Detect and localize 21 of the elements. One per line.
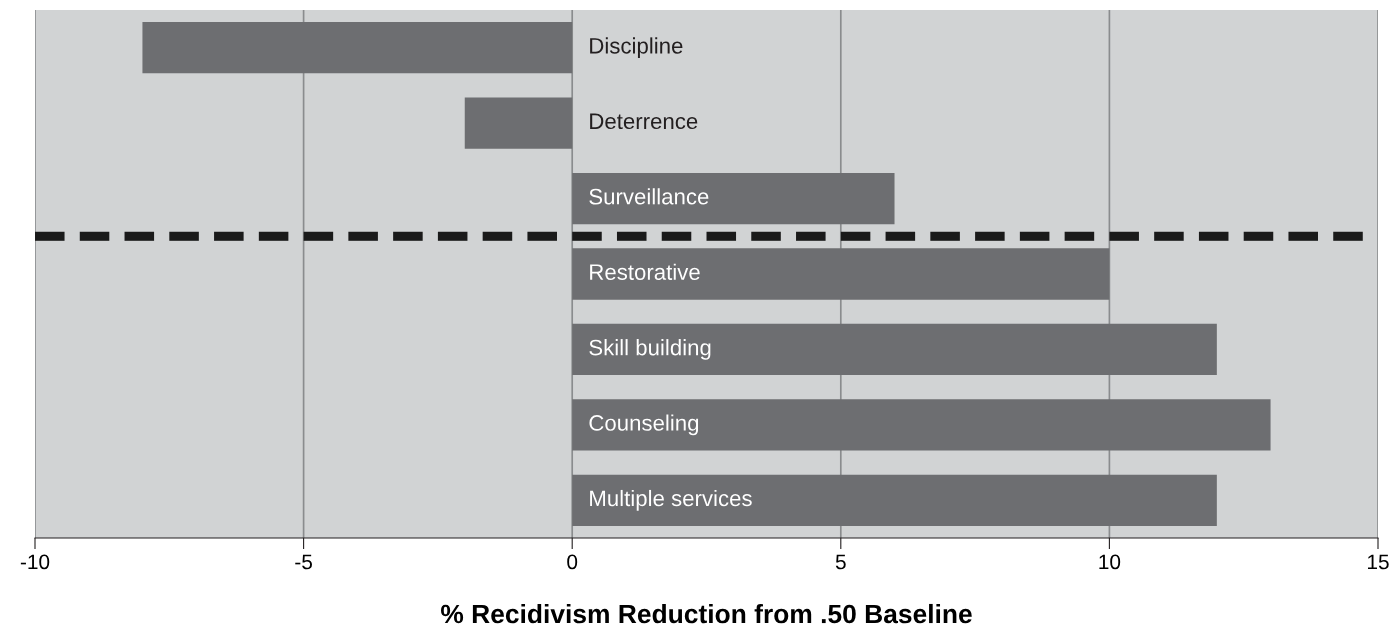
x-tick-label: -10 (20, 554, 50, 570)
x-tick-label: 5 (835, 554, 846, 570)
y-tick-label: Discipline (590, 37, 683, 59)
x-tick-label: 0 (567, 554, 578, 570)
y-tick-label: Multiple services (590, 489, 752, 511)
bar (572, 399, 1271, 451)
y-tick-label: Restorative (590, 263, 700, 280)
bar (572, 248, 1110, 300)
bar (142, 22, 573, 74)
bar (572, 172, 895, 225)
x-tick-label: -5 (295, 554, 312, 570)
x-tick-label: 15 (1368, 554, 1389, 570)
y-tick-label: Surveillance (589, 188, 709, 205)
y-tick-label: Deterrence (590, 113, 698, 130)
x-axis-title: % Recidivism Reduction from .50 Baseline (441, 603, 972, 624)
y-tick-label: Counseling (589, 414, 699, 436)
bar (464, 97, 573, 149)
bar (572, 323, 1217, 376)
x-tick-label: 10 (1099, 554, 1121, 570)
y-tick-label: Skill building (589, 339, 711, 360)
bar (572, 474, 1217, 526)
